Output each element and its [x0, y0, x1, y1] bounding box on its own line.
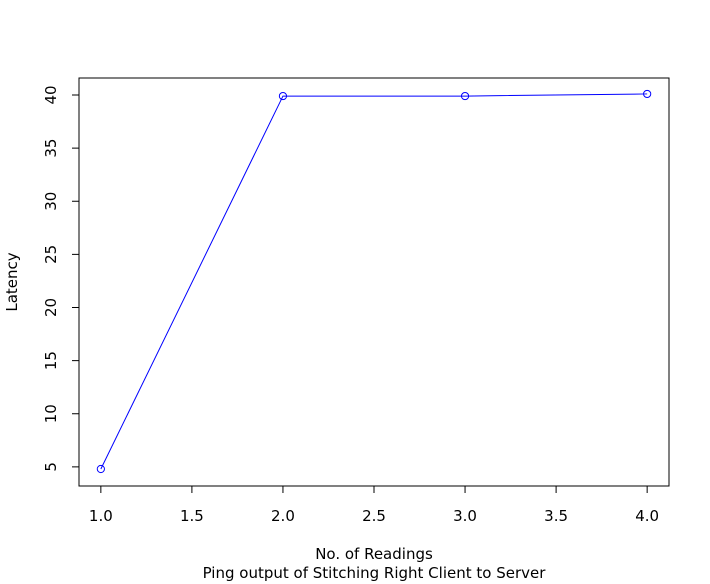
chart-subtitle: Ping output of Stitching Right Client to…: [203, 564, 547, 582]
y-tick-label: 35: [42, 139, 60, 158]
y-tick-label: 15: [42, 351, 60, 370]
y-axis: 5 10 15 20 25 30 35 40: [42, 85, 79, 472]
y-tick-label: 20: [42, 298, 60, 317]
x-tick-label: 3.0: [453, 507, 477, 525]
x-tick-label: 1.0: [89, 507, 113, 525]
x-tick-label: 2.0: [271, 507, 295, 525]
x-axis: 1.0 1.5 2.0 2.5 3.0 3.5 4.0: [89, 486, 659, 525]
data-point: [278, 91, 288, 101]
y-tick-label: 40: [42, 85, 60, 104]
data-point: [643, 89, 652, 99]
plot-frame: [78, 77, 670, 487]
y-tick-label: 30: [42, 192, 60, 211]
y-tick-label: 5: [42, 462, 60, 472]
y-tick-label: 25: [42, 245, 60, 264]
x-tick-label: 4.0: [635, 507, 659, 525]
y-tick-label: 10: [42, 404, 60, 423]
x-tick-label: 1.5: [180, 507, 204, 525]
data-point: [96, 464, 105, 474]
x-axis-label: No. of Readings: [315, 545, 433, 563]
series-layer: [96, 89, 652, 474]
x-tick-label: 3.5: [544, 507, 568, 525]
y-axis-label: Latency: [3, 252, 21, 311]
data-point: [460, 91, 470, 101]
x-tick-label: 2.5: [362, 507, 386, 525]
series-line: [100, 93, 648, 470]
